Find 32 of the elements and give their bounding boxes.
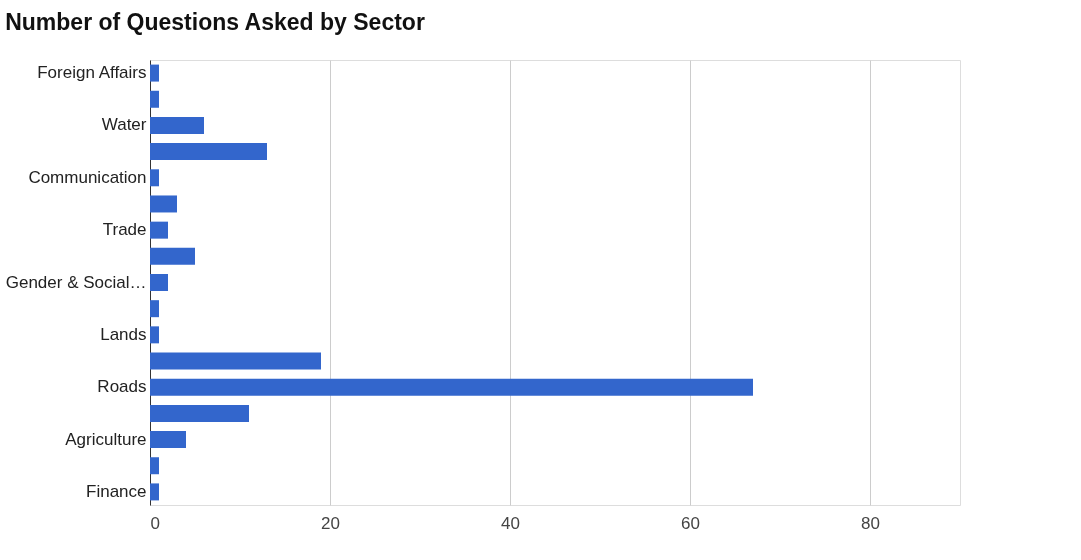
bar [150,300,159,318]
y-tick-label: Foreign Affairs [37,63,147,83]
chart-title: Number of Questions Asked by Sector [5,9,425,35]
bar [150,221,168,239]
bar [150,326,159,344]
y-tick-label: Communication [28,167,147,187]
bar [150,64,159,82]
bar [150,431,186,449]
bar [150,169,159,187]
x-tick-label: 40 [501,513,520,533]
y-tick-label: Water [101,115,147,135]
bar [150,274,168,291]
y-tick-label: Roads [97,377,147,397]
bar [150,404,249,422]
bar [150,378,753,396]
y-tick-label: Finance [86,481,147,501]
bar [150,457,159,475]
x-tick-label: 20 [321,513,340,533]
y-tick-label: Gender & Social… [5,272,147,292]
bar [150,483,159,501]
bar [150,116,204,134]
bar [150,90,159,108]
x-tick-label: 60 [681,513,700,533]
bar [150,195,177,213]
bar [150,247,195,265]
y-tick-label: Trade [102,220,147,240]
x-tick-label: 0 [150,513,160,533]
x-tick-label: 80 [861,513,880,533]
bar [150,143,267,161]
y-tick-label: Lands [100,324,147,344]
bar [150,352,321,370]
y-tick-label: Agriculture [65,429,147,449]
